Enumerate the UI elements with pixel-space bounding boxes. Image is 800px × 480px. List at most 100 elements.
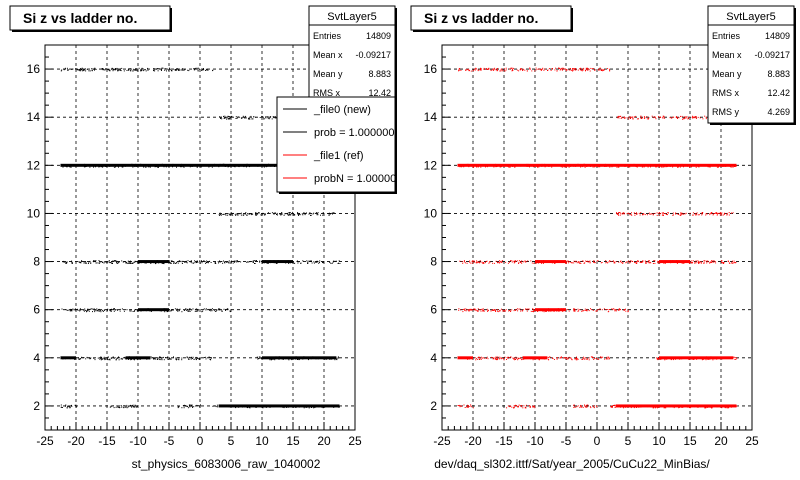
- scatter-point: [227, 118, 229, 120]
- scatter-point: [706, 213, 708, 215]
- scatter-point: [74, 308, 76, 310]
- scatter-point: [547, 69, 549, 71]
- scatter-point: [195, 359, 197, 361]
- scatter-point: [714, 212, 716, 214]
- scatter-point: [681, 213, 683, 215]
- scatter-point: [495, 309, 496, 311]
- scatter-point: [586, 308, 588, 310]
- scatter-point: [67, 405, 69, 407]
- scatter-point: [98, 260, 100, 262]
- scatter-point: [254, 263, 256, 264]
- scatter-point: [487, 68, 489, 70]
- scatter-point: [244, 116, 246, 118]
- scatter-point: [273, 117, 275, 119]
- scatter-point: [603, 69, 605, 71]
- scatter-point: [155, 357, 157, 359]
- scatter-point: [732, 262, 733, 264]
- scatter-point: [84, 261, 86, 263]
- scatter-point: [526, 70, 528, 72]
- scatter-point: [245, 212, 247, 214]
- scatter-point: [573, 260, 575, 262]
- scatter-point: [518, 70, 520, 72]
- scatter-point: [181, 263, 183, 264]
- scatter-point: [287, 212, 288, 214]
- scatter-point: [216, 404, 218, 406]
- scatter-point: [623, 407, 625, 409]
- scatter-point: [533, 309, 535, 311]
- scatter-point: [726, 212, 728, 214]
- scatter-point: [497, 309, 499, 310]
- scatter-point: [91, 68, 93, 70]
- scatter-point: [167, 358, 169, 360]
- scatter-point: [297, 212, 299, 214]
- scatter-point: [574, 310, 576, 312]
- scatter-point: [589, 260, 591, 262]
- scatter-point: [554, 262, 556, 264]
- scatter-point: [288, 262, 290, 264]
- scatter-band-dense: [218, 404, 340, 408]
- scatter-point: [178, 309, 180, 311]
- scatter-point: [99, 358, 101, 360]
- scatter-point: [198, 405, 200, 407]
- scatter-point: [583, 262, 585, 264]
- scatter-point: [117, 262, 119, 264]
- scatter-point: [196, 404, 198, 406]
- scatter-point: [478, 357, 480, 358]
- scatter-point: [501, 308, 502, 310]
- scatter-point: [206, 262, 207, 263]
- scatter-point: [458, 69, 460, 71]
- scatter-point: [205, 68, 207, 70]
- scatter-point: [569, 69, 571, 71]
- scatter-point: [571, 262, 573, 264]
- x-tick-label: -5: [561, 434, 572, 448]
- scatter-point: [640, 262, 642, 263]
- scatter-point: [477, 311, 479, 312]
- scatter-point: [85, 70, 87, 72]
- scatter-point: [143, 166, 145, 168]
- scatter-point: [594, 69, 595, 71]
- scatter-point: [75, 404, 77, 406]
- scatter-point: [547, 358, 549, 360]
- scatter-point: [81, 67, 83, 69]
- scatter-point: [179, 308, 181, 310]
- scatter-point: [657, 357, 659, 359]
- scatter-point: [307, 261, 309, 263]
- scatter-point: [205, 356, 207, 358]
- scatter-point: [656, 358, 658, 360]
- scatter-point: [63, 68, 65, 70]
- scatter-point: [254, 260, 256, 262]
- scatter-point: [688, 359, 690, 360]
- scatter-point: [609, 166, 611, 168]
- scatter-point: [221, 261, 223, 262]
- scatter-point: [93, 260, 94, 262]
- scatter-point: [559, 69, 561, 71]
- scatter-point: [701, 212, 703, 213]
- scatter-point: [534, 407, 536, 409]
- scatter-point: [695, 214, 697, 216]
- scatter-point: [513, 310, 515, 312]
- scatter-point: [645, 261, 646, 263]
- scatter-point: [193, 359, 195, 360]
- scatter-point: [598, 358, 600, 360]
- scatter-point: [124, 406, 126, 408]
- scatter-point: [517, 405, 519, 407]
- scatter-point: [510, 356, 512, 358]
- scatter-point: [520, 261, 521, 263]
- scatter-point: [302, 214, 304, 216]
- scatter-point: [134, 69, 136, 71]
- scatter-point: [490, 357, 492, 358]
- scatter-point: [201, 311, 203, 313]
- scatter-point: [601, 262, 603, 263]
- scatter-point: [458, 309, 460, 311]
- scatter-point: [168, 358, 170, 360]
- scatter-point: [86, 310, 88, 312]
- scatter-point: [210, 357, 212, 359]
- scatter-point: [238, 261, 240, 263]
- scatter-point: [593, 407, 595, 409]
- scatter-point: [231, 115, 233, 117]
- scatter-point: [83, 261, 85, 263]
- scatter-point: [462, 311, 464, 313]
- scatter-point: [89, 166, 91, 168]
- scatter-point: [511, 70, 513, 72]
- scatter-point: [684, 213, 686, 215]
